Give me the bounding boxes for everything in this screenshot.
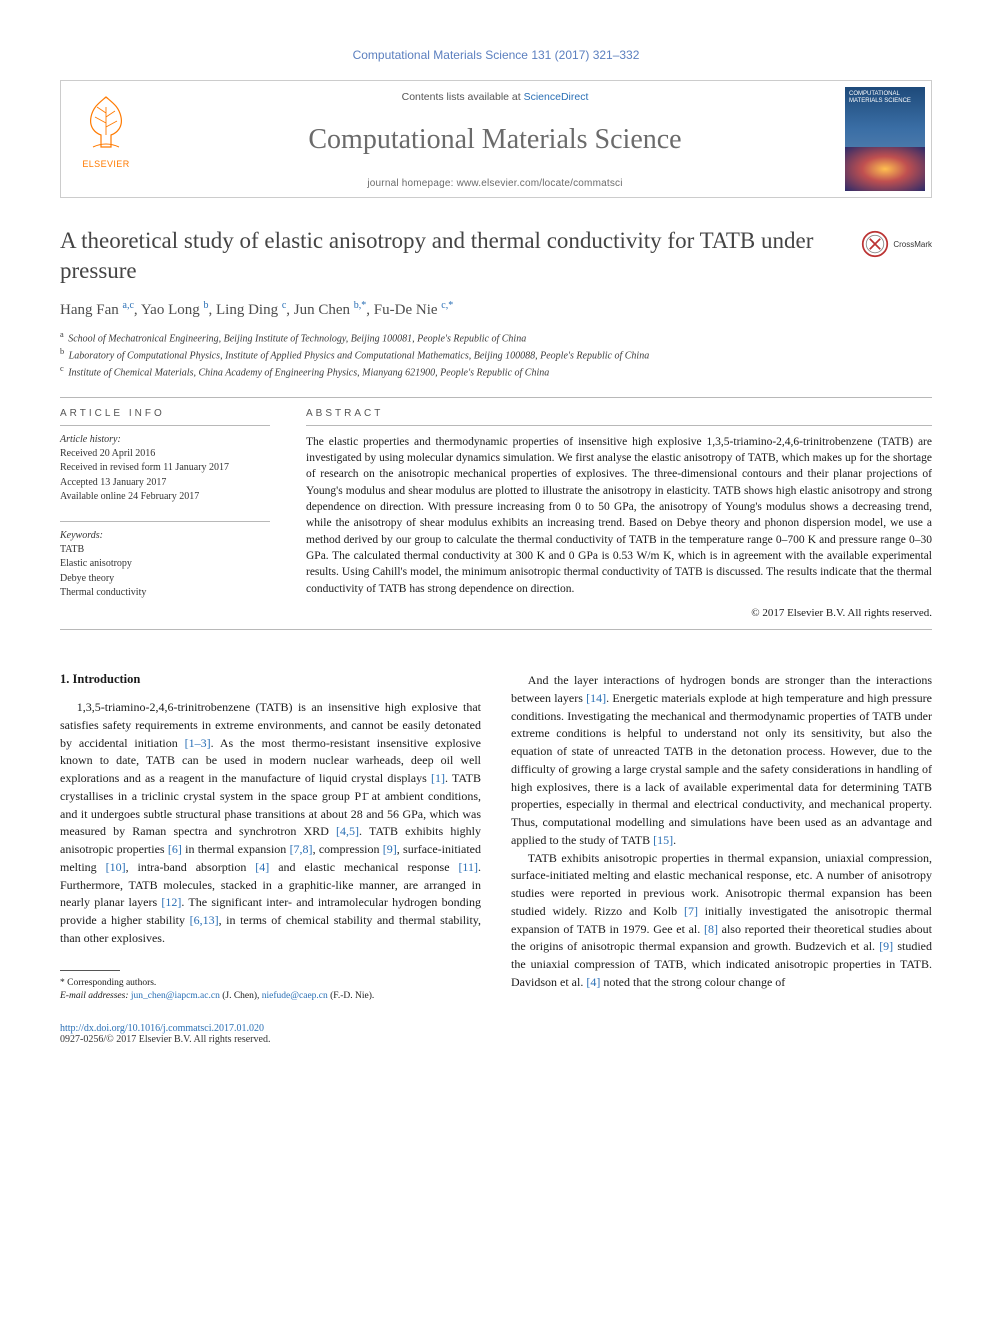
history-online: Available online 24 February 2017 <box>60 490 270 505</box>
abstract-copyright: © 2017 Elsevier B.V. All rights reserved… <box>306 607 932 619</box>
authors-line: Hang Fan a,c, Yao Long b, Ling Ding c, J… <box>60 300 932 319</box>
body-text-left: 1,3,5-triamino-2,4,6-trinitrobenzene (TA… <box>60 699 481 948</box>
history-label: Article history: <box>60 434 270 445</box>
publisher-logo-cell: ELSEVIER <box>61 81 151 197</box>
journal-cover-thumb: COMPUTATIONAL MATERIALS SCIENCE <box>845 87 925 191</box>
corresponding-note: * Corresponding authors. <box>60 977 481 990</box>
rule-top <box>60 397 932 398</box>
homepage-prefix: journal homepage: <box>367 178 456 189</box>
body-col-right: And the layer interactions of hydrogen b… <box>511 672 932 1003</box>
sciencedirect-link[interactable]: ScienceDirect <box>524 91 589 103</box>
crossmark-icon <box>861 230 889 258</box>
history-received: Received 20 April 2016 <box>60 447 270 462</box>
homepage-url: www.elsevier.com/locate/commatsci <box>457 178 623 189</box>
crossmark-label: CrossMark <box>893 240 932 249</box>
keyword: Thermal conductivity <box>60 586 270 601</box>
keyword: Debye theory <box>60 572 270 587</box>
abstract-text: The elastic properties and thermodynamic… <box>306 434 932 597</box>
footnotes: * Corresponding authors. E-mail addresse… <box>60 977 481 1004</box>
keywords-label: Keywords: <box>60 530 270 541</box>
contents-line: Contents lists available at ScienceDirec… <box>159 91 831 103</box>
affiliation-c: c Institute of Chemical Materials, China… <box>60 363 932 380</box>
email-who-1: (J. Chen), <box>222 991 259 1001</box>
email-who-2: (F.-D. Nie). <box>330 991 374 1001</box>
doi-link[interactable]: http://dx.doi.org/10.1016/j.commatsci.20… <box>60 1023 264 1034</box>
journal-name: Computational Materials Science <box>159 124 831 156</box>
keyword: Elastic anisotropy <box>60 557 270 572</box>
rule-bottom <box>60 629 932 630</box>
body-text-right: And the layer interactions of hydrogen b… <box>511 672 932 992</box>
history-revised: Received in revised form 11 January 2017 <box>60 461 270 476</box>
article-info-heading: ARTICLE INFO <box>60 408 270 419</box>
page-footer: http://dx.doi.org/10.1016/j.commatsci.20… <box>60 1023 932 1045</box>
cover-title: COMPUTATIONAL MATERIALS SCIENCE <box>845 87 925 108</box>
cover-cell: COMPUTATIONAL MATERIALS SCIENCE <box>839 81 931 197</box>
article-info-block: ARTICLE INFO Article history: Received 2… <box>60 408 270 619</box>
abstract-heading: ABSTRACT <box>306 408 932 419</box>
email-link-1[interactable]: jun_chen@iapcm.ac.cn <box>131 991 220 1001</box>
running-head: Computational Materials Science 131 (201… <box>60 48 932 62</box>
journal-homepage: journal homepage: www.elsevier.com/locat… <box>159 178 831 189</box>
section-heading-intro: 1. Introduction <box>60 672 481 687</box>
elsevier-tree-icon <box>79 93 133 151</box>
email-link-2[interactable]: niefude@caep.cn <box>262 991 328 1001</box>
issn-copyright-line: 0927-0256/© 2017 Elsevier B.V. All right… <box>60 1034 270 1045</box>
affiliation-b: b Laboratory of Computational Physics, I… <box>60 346 932 363</box>
affiliation-a: a School of Mechatronical Engineering, B… <box>60 329 932 346</box>
article-title: A theoretical study of elastic anisotrop… <box>60 226 847 286</box>
crossmark-badge[interactable]: CrossMark <box>861 230 932 258</box>
affiliations: a School of Mechatronical Engineering, B… <box>60 329 932 381</box>
abstract-block: ABSTRACT The elastic properties and ther… <box>306 408 932 619</box>
history-accepted: Accepted 13 January 2017 <box>60 476 270 491</box>
journal-header: ELSEVIER Contents lists available at Sci… <box>60 80 932 198</box>
email-line: E-mail addresses: jun_chen@iapcm.ac.cn (… <box>60 990 481 1003</box>
keyword: TATB <box>60 543 270 558</box>
body-col-left: 1. Introduction 1,3,5-triamino-2,4,6-tri… <box>60 672 481 1003</box>
footnote-rule <box>60 970 120 971</box>
contents-prefix: Contents lists available at <box>402 91 524 103</box>
publisher-label: ELSEVIER <box>69 159 143 169</box>
keywords-list: TATB Elastic anisotropy Debye theory The… <box>60 543 270 601</box>
